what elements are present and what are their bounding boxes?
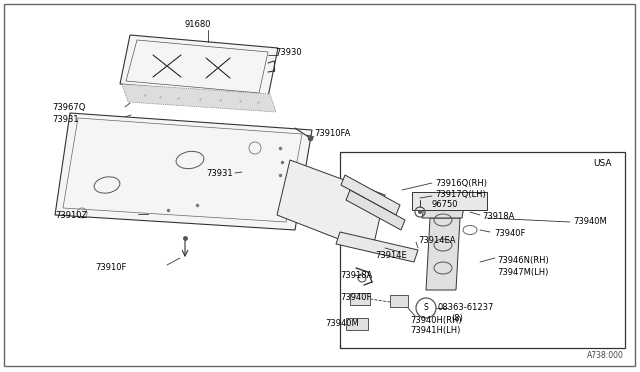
Bar bbox=[340, 152, 625, 348]
Text: 73910Z: 73910Z bbox=[55, 211, 87, 219]
Polygon shape bbox=[341, 175, 400, 215]
Text: 73940M: 73940M bbox=[573, 217, 607, 225]
Text: 73940H(RH): 73940H(RH) bbox=[410, 315, 461, 324]
Text: 73947M(LH): 73947M(LH) bbox=[497, 267, 548, 276]
Text: 96750: 96750 bbox=[432, 199, 458, 208]
Text: 73931: 73931 bbox=[52, 115, 79, 124]
Text: USA: USA bbox=[593, 158, 612, 167]
Text: 73916Q(RH): 73916Q(RH) bbox=[435, 179, 487, 187]
Text: 73914EA: 73914EA bbox=[418, 235, 456, 244]
Text: 73918A: 73918A bbox=[482, 212, 515, 221]
Text: 73917Q(LH): 73917Q(LH) bbox=[435, 189, 486, 199]
Polygon shape bbox=[122, 84, 276, 112]
Text: 08363-61237: 08363-61237 bbox=[438, 302, 494, 311]
Bar bbox=[350, 293, 370, 305]
Polygon shape bbox=[336, 232, 418, 262]
Text: 73946N(RH): 73946N(RH) bbox=[497, 256, 548, 264]
Polygon shape bbox=[426, 218, 460, 290]
Text: 73941H(LH): 73941H(LH) bbox=[410, 326, 460, 334]
Text: 73940F: 73940F bbox=[340, 292, 371, 301]
Text: 91680: 91680 bbox=[185, 19, 211, 29]
Polygon shape bbox=[55, 113, 312, 230]
Text: 73940F: 73940F bbox=[494, 228, 525, 237]
Text: 73914E: 73914E bbox=[375, 250, 407, 260]
Bar bbox=[390, 295, 408, 307]
Polygon shape bbox=[346, 190, 405, 230]
Text: 73967Q: 73967Q bbox=[52, 103, 85, 112]
Text: 73940M: 73940M bbox=[325, 318, 359, 327]
Circle shape bbox=[418, 210, 422, 214]
Text: (8): (8) bbox=[451, 314, 463, 323]
Text: 73918A: 73918A bbox=[340, 272, 372, 280]
Polygon shape bbox=[120, 35, 278, 97]
Polygon shape bbox=[422, 200, 465, 218]
Text: S: S bbox=[424, 304, 428, 312]
Bar bbox=[412, 192, 487, 210]
Text: 73910F: 73910F bbox=[95, 263, 126, 273]
Text: A738:000: A738:000 bbox=[587, 352, 624, 360]
Bar bbox=[346, 318, 368, 330]
Polygon shape bbox=[277, 160, 385, 252]
Text: 73930: 73930 bbox=[275, 48, 301, 57]
Text: 73910FA: 73910FA bbox=[314, 128, 350, 138]
Text: 73931: 73931 bbox=[206, 169, 232, 177]
